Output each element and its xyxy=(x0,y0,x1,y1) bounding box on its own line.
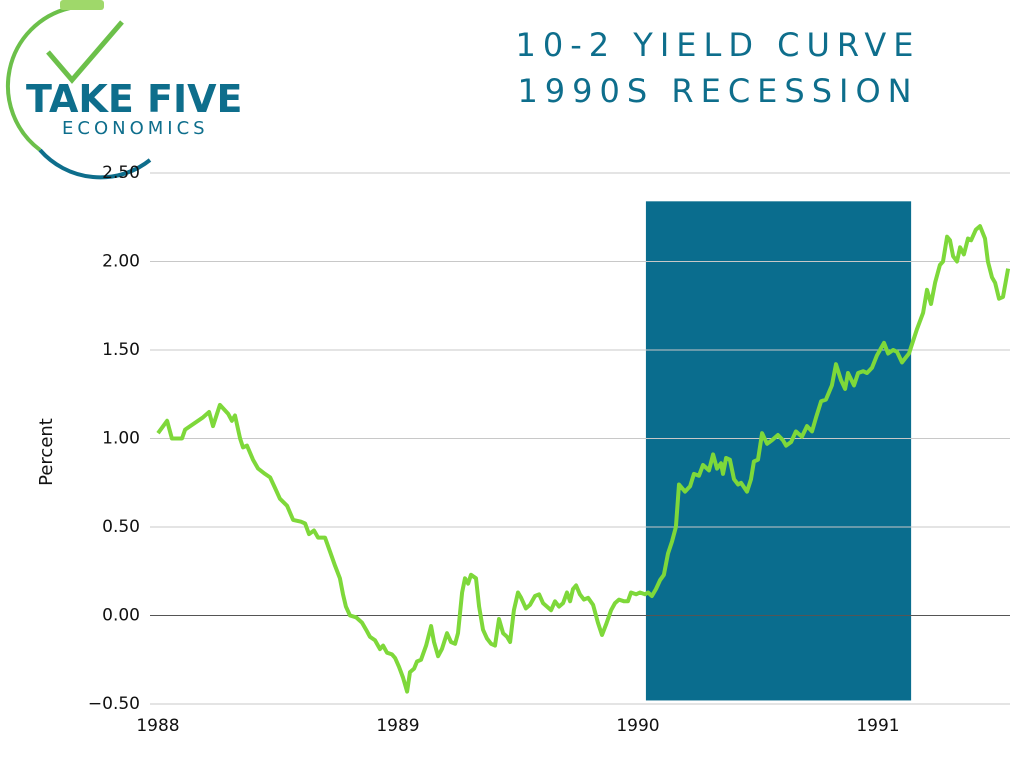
y-tick-label: 0.00 xyxy=(102,606,140,626)
x-tick-label: 1988 xyxy=(136,716,179,736)
logo-subtext: ECONOMICS xyxy=(62,118,209,139)
logo-stopwatch xyxy=(60,0,104,10)
logo: TAKE FIVE ECONOMICS xyxy=(5,0,242,180)
x-tick-label: 1989 xyxy=(376,716,419,736)
logo-text: TAKE FIVE xyxy=(26,77,242,121)
line-series xyxy=(156,224,1011,694)
x-tick-label: 1991 xyxy=(856,716,899,736)
logo-check xyxy=(46,20,124,84)
x-tick-label: 1990 xyxy=(616,716,659,736)
recession-band xyxy=(645,201,912,701)
y-axis-label: Percent xyxy=(36,418,57,486)
y-tick-label: −0.50 xyxy=(88,694,140,714)
logo-arc xyxy=(5,6,71,152)
y-tick-label: 0.50 xyxy=(102,517,140,537)
y-tick-label: 2.00 xyxy=(102,252,140,272)
logo-arc xyxy=(38,148,152,180)
chart-title: 10-2 YIELD CURVE xyxy=(516,26,921,64)
y-tick-label: 2.50 xyxy=(102,163,140,183)
chart-subtitle: 1990S RECESSION xyxy=(517,72,918,110)
y-tick-label: 1.00 xyxy=(102,429,140,449)
y-tick-label: 1.50 xyxy=(102,340,140,360)
